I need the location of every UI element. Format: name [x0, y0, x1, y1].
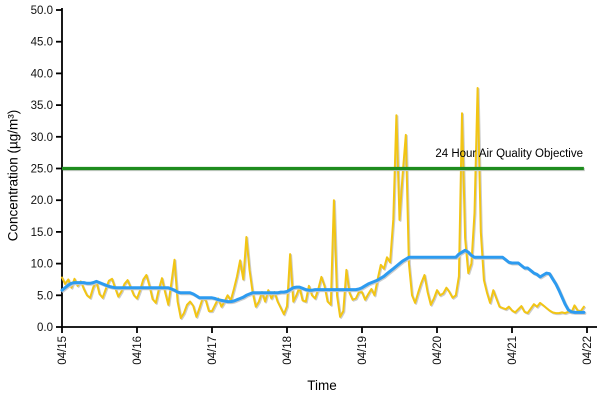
x-tick-label: 04/15	[57, 336, 69, 365]
x-tick-label: 04/19	[357, 336, 369, 365]
y-tick-label: 20.0	[31, 195, 53, 207]
y-axis-title: Concentration (µg/m³)	[5, 109, 21, 242]
objective-annotation: 24 Hour Air Quality Objective	[435, 148, 583, 160]
x-tick-label: 04/22	[582, 336, 594, 365]
x-tick-label: 04/18	[282, 336, 294, 365]
x-tick-label: 04/16	[132, 336, 144, 365]
y-tick-label: 35.0	[31, 100, 53, 112]
x-axis-title: Time	[307, 378, 337, 393]
y-tick-label: 45.0	[31, 37, 53, 49]
x-tick-label: 04/17	[207, 336, 219, 365]
x-tick-label: 04/21	[507, 336, 519, 365]
y-tick-label: 25.0	[31, 164, 53, 176]
y-tick-label: 40.0	[31, 68, 53, 80]
y-tick-label: 50.0	[31, 5, 53, 17]
hourly-concentration-line	[61, 87, 585, 320]
y-tick-label: 10.0	[31, 259, 53, 271]
24-hour-rolling-average-line	[60, 248, 586, 314]
y-tick-label: 0.0	[37, 322, 53, 334]
y-tick-label: 15.0	[31, 227, 53, 239]
y-tick-label: 5.0	[37, 290, 53, 302]
y-tick-label: 30.0	[31, 132, 53, 144]
x-tick-label: 04/20	[432, 336, 444, 365]
